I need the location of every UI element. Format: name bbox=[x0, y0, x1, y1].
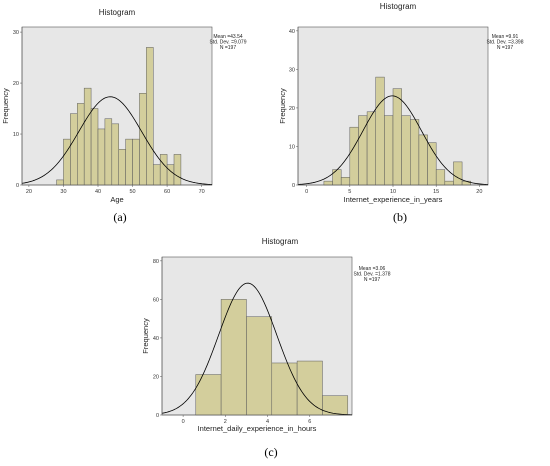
histogram-bar bbox=[323, 180, 333, 186]
x-axis-label: Internet_experience_in_years bbox=[344, 195, 443, 204]
x-tick-label: 15 bbox=[433, 189, 439, 195]
stat-std-dev: Std. Dev. =1.378 bbox=[353, 272, 390, 278]
stat-std-dev: Std. Dev. =3.398 bbox=[486, 40, 523, 46]
histogram-bar bbox=[384, 115, 394, 186]
y-tick-label: 80 bbox=[153, 259, 159, 265]
histogram-bar bbox=[332, 169, 342, 186]
x-tick-label: 0 bbox=[182, 419, 185, 425]
stat-mean: Mean =43.54 bbox=[213, 34, 243, 40]
histogram-bar bbox=[70, 113, 78, 186]
y-tick-label: 20 bbox=[289, 106, 295, 112]
histogram-bar bbox=[63, 138, 71, 186]
histogram-bar bbox=[77, 103, 85, 186]
histogram-bar bbox=[104, 118, 113, 186]
histogram-bar bbox=[83, 87, 92, 186]
stat-n: N =197 bbox=[220, 45, 236, 51]
y-axis-label: Frequency bbox=[278, 88, 287, 124]
stat-n: N =197 bbox=[364, 277, 380, 283]
histogram-panel-2: 0 5 10 15 20 0 10 20 30 40 Histogram Internet_exper… bbox=[278, 2, 524, 224]
stat-std-dev: Std. Dev. =9.079 bbox=[209, 40, 246, 46]
x-tick-label: 2 bbox=[224, 419, 227, 425]
x-tick-label: 60 bbox=[164, 189, 170, 195]
chart-title: Histogram bbox=[99, 8, 136, 17]
normal-curve bbox=[161, 282, 353, 416]
histogram-bar bbox=[220, 299, 247, 416]
histogram-bar bbox=[125, 138, 133, 186]
histogram-bar bbox=[375, 76, 385, 186]
histogram-bar bbox=[153, 164, 161, 186]
histogram-bar bbox=[418, 134, 428, 186]
histogram-bar bbox=[435, 169, 446, 186]
y-tick-label: 20 bbox=[13, 81, 19, 87]
y-tick-label: 10 bbox=[289, 144, 295, 150]
normal-curve bbox=[21, 96, 213, 185]
histogram-bar bbox=[146, 47, 154, 186]
histogram-bar bbox=[340, 177, 351, 186]
chart-title: Histogram bbox=[262, 237, 299, 246]
x-tick-label: 6 bbox=[308, 419, 311, 425]
histogram-bar bbox=[246, 316, 273, 416]
histogram-bar bbox=[166, 164, 175, 186]
y-tick-label: 60 bbox=[153, 297, 159, 303]
y-tick-label: 10 bbox=[13, 132, 19, 138]
x-axis-label: Age bbox=[110, 195, 123, 204]
y-tick-label: 0 bbox=[292, 183, 295, 189]
histogram-bar bbox=[132, 138, 140, 186]
histogram-panel-3: 0 2 4 6020406080HistogramInternet_daily_exp… bbox=[141, 237, 391, 459]
histogram-bar bbox=[322, 395, 349, 416]
histogram-bar bbox=[349, 126, 359, 186]
panel-label: (c) bbox=[264, 445, 277, 459]
x-tick-label: 0 bbox=[305, 189, 308, 195]
stat-mean: Mean =9.91 bbox=[492, 34, 519, 40]
histogram-panel-1: 20 30 40 50 60 70 0 10 20 30 Histogram Age Frequency… bbox=[1, 8, 247, 224]
y-tick-label: 40 bbox=[153, 336, 159, 342]
histogram-bar bbox=[366, 111, 376, 186]
histogram-bar bbox=[97, 128, 106, 186]
histogram-bar bbox=[392, 88, 402, 186]
x-tick-label: 50 bbox=[129, 189, 135, 195]
x-axis-label: Internet_daily_experience_in_hours bbox=[198, 424, 317, 433]
x-tick-label: 30 bbox=[60, 189, 66, 195]
histogram-bar bbox=[444, 180, 454, 186]
chart-title: Histogram bbox=[380, 2, 417, 11]
y-tick-label: 0 bbox=[16, 183, 19, 189]
x-tick-label: 70 bbox=[199, 189, 205, 195]
y-tick-label: 0 bbox=[156, 413, 159, 419]
x-tick-label: 10 bbox=[390, 189, 396, 195]
stat-n: N =197 bbox=[497, 45, 513, 51]
histogram-bar bbox=[271, 362, 298, 416]
y-tick-label: 20 bbox=[153, 374, 159, 380]
x-tick-label: 5 bbox=[348, 189, 351, 195]
y-tick-label: 30 bbox=[289, 67, 295, 73]
x-tick-label: 40 bbox=[95, 189, 101, 195]
histogram-bar bbox=[139, 93, 147, 186]
panel-label: (b) bbox=[393, 210, 407, 224]
histogram-bar bbox=[401, 115, 411, 186]
y-tick-label: 40 bbox=[289, 29, 295, 35]
histogram-bar bbox=[453, 161, 463, 186]
x-tick-label: 4 bbox=[266, 419, 269, 425]
histogram-bar bbox=[118, 149, 126, 186]
histogram-bar bbox=[111, 123, 119, 186]
y-tick-label: 30 bbox=[13, 30, 19, 36]
histogram-bar bbox=[159, 154, 168, 186]
normal-curve bbox=[297, 95, 489, 185]
histogram-bar bbox=[173, 154, 182, 186]
x-tick-label: 20 bbox=[26, 189, 32, 195]
stat-mean: Mean =3.06 bbox=[359, 266, 386, 272]
y-axis-label: Frequency bbox=[141, 318, 150, 354]
histogram-bar bbox=[56, 179, 64, 186]
histogram-bar bbox=[90, 108, 99, 186]
histogram-bar bbox=[296, 360, 323, 416]
y-axis-label: Frequency bbox=[1, 88, 10, 124]
x-tick-label: 20 bbox=[476, 189, 482, 195]
panel-label: (a) bbox=[113, 210, 126, 224]
histogram-bar bbox=[410, 119, 420, 186]
